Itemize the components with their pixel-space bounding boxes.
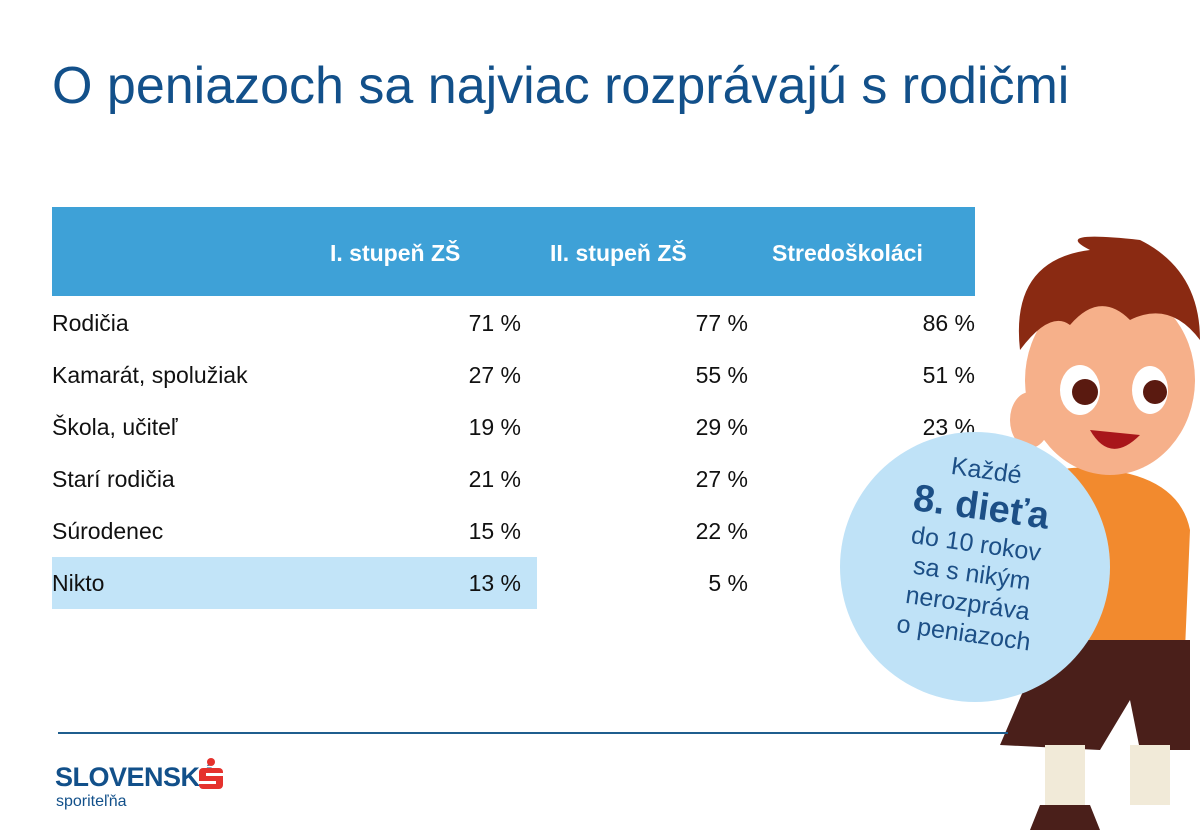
logo-sub: sporiteľňa [56,793,127,810]
row-label: Starí rodičia [52,466,175,492]
row-value: 55 % [695,362,748,388]
row-value: 27 % [695,466,748,492]
row-value: 71 % [468,310,521,336]
row-value: 27 % [468,362,521,388]
row-value: 19 % [468,414,521,440]
row-value: 29 % [695,414,748,440]
row-label: Škola, učiteľ [52,414,178,440]
header-secondary: Stredoškoláci [772,240,923,266]
row-label: Rodičia [52,310,129,336]
row-value: 5 % [708,570,748,596]
row-value: 21 % [468,466,521,492]
logo-s-icon [199,758,223,789]
callout-bubble [840,432,1110,702]
header-primary-2: II. stupeň ZŠ [550,240,687,266]
table-row: Kamarát, spolužiak 27 % 55 % 51 % [52,349,975,401]
table-row: Nikto 13 % 5 % [52,557,975,609]
row-label: Súrodenec [52,518,164,544]
row-value: 22 % [695,518,748,544]
table-header [52,207,975,296]
header-primary-1: I. stupeň ZŠ [330,240,461,266]
row-value: 15 % [468,518,521,544]
slide-title: O peniazoch sa najviac rozprávajú s rodi… [52,57,1070,115]
row-label: Kamarát, spolužiak [52,362,248,388]
table-row: Rodičia 71 % 77 % 86 % [52,297,975,349]
table-row: Škola, učiteľ 19 % 29 % 23 % [52,401,975,453]
row-label: Nikto [52,570,105,596]
footer-divider [58,732,1008,734]
row-value: 77 % [695,310,748,336]
row-value: 13 % [468,570,521,596]
row-value: 86 % [922,310,975,336]
callout-text: Každé 8. dieťa do 10 rokov sa s nikým ne… [828,437,1122,667]
table-row: Starí rodičia 21 % 27 % [52,453,975,505]
row-value: 51 % [922,362,975,388]
table-row: Súrodenec 15 % 22 % [52,505,975,557]
logo-name: SLOVENSKÁ [55,762,219,792]
